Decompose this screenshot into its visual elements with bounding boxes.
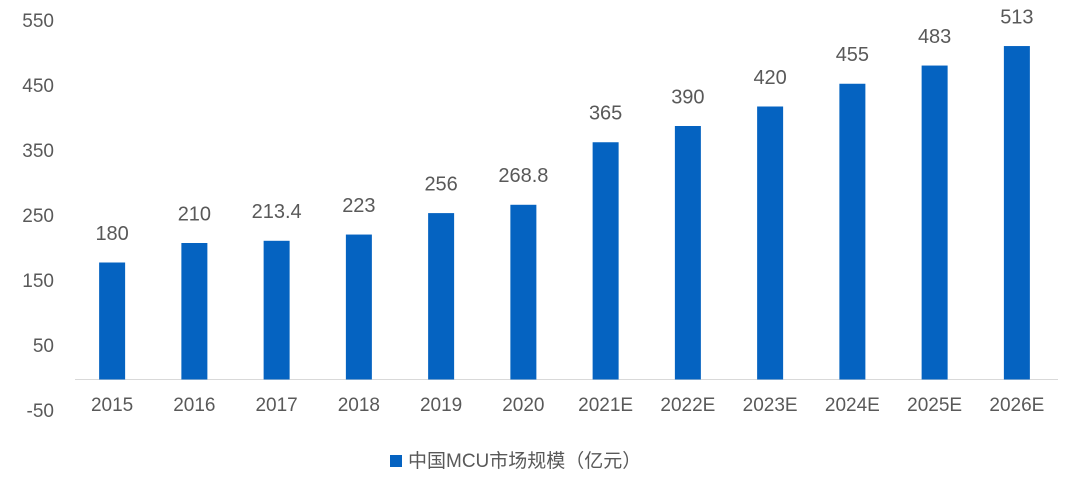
bar <box>921 65 948 380</box>
y-tick-label: 150 <box>22 271 54 292</box>
y-tick-label: 550 <box>22 11 54 32</box>
value-label: 210 <box>178 203 211 225</box>
y-tick-label: -50 <box>27 401 54 422</box>
x-tick-label: 2018 <box>338 395 380 416</box>
bar <box>510 204 537 380</box>
x-tick-label: 2022E <box>660 395 715 416</box>
bar <box>263 240 290 380</box>
y-tick-label: 350 <box>22 141 54 162</box>
bar <box>99 262 126 380</box>
bar <box>757 106 784 380</box>
value-label: 268.8 <box>498 165 548 187</box>
x-tick-label: 2023E <box>743 395 798 416</box>
value-label: 513 <box>1000 6 1033 28</box>
x-tick-label: 2021E <box>578 395 633 416</box>
bar <box>1003 46 1030 380</box>
value-label: 455 <box>836 44 869 66</box>
x-tick-label: 2026E <box>989 395 1044 416</box>
y-tick-label: 450 <box>22 76 54 97</box>
legend-label: 中国MCU市场规模（亿元） <box>408 450 641 472</box>
bar <box>428 213 455 380</box>
x-tick-label: 2025E <box>907 395 962 416</box>
y-tick-label: 50 <box>33 336 54 357</box>
value-label: 256 <box>424 173 457 195</box>
bar <box>839 83 866 380</box>
x-tick-label: 2020 <box>502 395 544 416</box>
legend-swatch <box>390 455 402 467</box>
value-label: 483 <box>918 26 951 48</box>
value-label: 223 <box>342 195 375 217</box>
x-tick-label: 2015 <box>91 395 133 416</box>
x-tick-label: 2024E <box>825 395 880 416</box>
value-label: 365 <box>589 103 622 125</box>
bar <box>674 126 701 380</box>
value-label: 390 <box>671 86 704 108</box>
x-tick-label: 2017 <box>255 395 297 416</box>
value-label: 180 <box>95 223 128 245</box>
bar <box>345 234 372 380</box>
x-tick-label: 2019 <box>420 395 462 416</box>
value-label: 420 <box>753 67 786 89</box>
bar <box>592 142 619 380</box>
bar <box>181 243 208 380</box>
legend: 中国MCU市场规模（亿元） <box>390 450 641 472</box>
y-tick-label: 250 <box>22 206 54 227</box>
value-label: 213.4 <box>252 201 302 223</box>
x-tick-label: 2016 <box>173 395 215 416</box>
